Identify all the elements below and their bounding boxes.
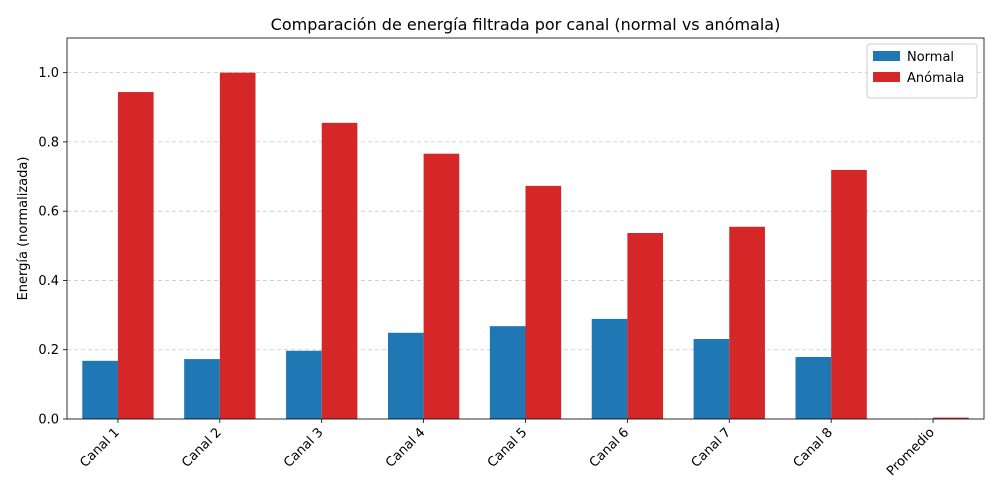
bar-normal-7 [693,338,730,419]
y-tick-label: 1.0 [38,66,59,81]
legend-swatch-normal [873,51,900,61]
y-tick-label: 0.4 [38,274,59,289]
y-tick-label: 0.6 [38,205,59,220]
legend: Normal Anómala [866,43,978,99]
bar-anomala-9 [933,417,969,419]
y-tick-label: 0.0 [38,413,59,428]
y-axis-ticks: 0.0 0.2 0.4 0.6 0.8 1.0 [38,66,67,428]
bar-normal-1 [82,360,118,419]
bar-anomala-1 [117,92,154,420]
bars [82,72,969,420]
bar-anomala-8 [831,169,867,419]
legend-label-anomala: Anómala [907,71,964,86]
legend-swatch-anomala [873,72,900,82]
bar-anomala-3 [321,122,358,419]
y-axis-label: Energía (normalizada) [16,157,31,301]
bar-normal-8 [795,357,832,419]
bar-normal-6 [591,318,628,419]
bar-normal-4 [387,332,424,419]
bar-anomala-7 [729,226,765,419]
bar-normal-3 [286,350,322,419]
bar-anomala-5 [525,185,562,419]
legend-label-normal: Normal [907,50,954,65]
y-tick-label: 0.2 [38,343,59,358]
bar-normal-2 [184,359,220,419]
bar-normal-5 [489,326,526,419]
y-tick-label: 0.8 [38,135,59,150]
bar-anomala-2 [219,72,256,420]
bar-anomala-4 [423,153,460,419]
bar-anomala-6 [627,233,664,419]
chart-title: Comparación de energía filtrada por cana… [271,15,781,34]
